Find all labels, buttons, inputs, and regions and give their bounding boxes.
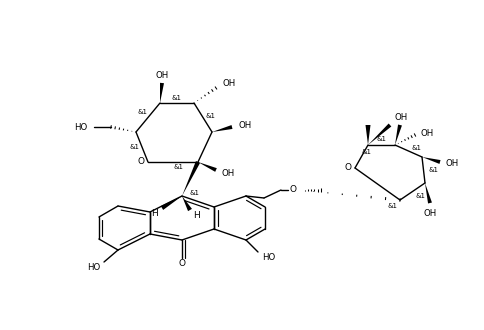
Polygon shape — [198, 162, 217, 172]
Text: &1: &1 — [415, 193, 425, 200]
Text: &1: &1 — [377, 136, 387, 142]
Text: &1: &1 — [189, 190, 199, 196]
Text: H: H — [193, 211, 199, 219]
Text: OH: OH — [424, 209, 437, 217]
Text: HO: HO — [75, 122, 88, 131]
Text: &1: &1 — [129, 144, 139, 150]
Text: &1: &1 — [362, 148, 372, 154]
Text: &1: &1 — [206, 113, 216, 118]
Text: &1: &1 — [428, 167, 439, 173]
Polygon shape — [161, 196, 182, 210]
Text: OH: OH — [421, 128, 434, 138]
Text: OH: OH — [222, 79, 236, 87]
Text: OH: OH — [239, 121, 252, 130]
Text: O: O — [179, 258, 185, 268]
Polygon shape — [422, 157, 440, 164]
Text: OH: OH — [445, 158, 459, 168]
Text: &1: &1 — [173, 164, 183, 170]
Polygon shape — [212, 125, 232, 132]
Text: H: H — [151, 209, 158, 217]
Polygon shape — [182, 161, 200, 196]
Text: &1: &1 — [138, 110, 148, 115]
Polygon shape — [182, 196, 192, 211]
Text: &1: &1 — [411, 145, 422, 151]
Polygon shape — [365, 125, 370, 145]
Text: HO: HO — [262, 253, 275, 262]
Polygon shape — [395, 124, 402, 145]
Text: OH: OH — [221, 170, 235, 179]
Text: O: O — [137, 157, 145, 167]
Polygon shape — [425, 183, 432, 204]
Text: HO: HO — [88, 262, 101, 272]
Polygon shape — [160, 83, 164, 103]
Text: OH: OH — [155, 71, 168, 80]
Text: &1: &1 — [387, 203, 397, 209]
Text: &1: &1 — [172, 95, 182, 101]
Text: O: O — [289, 185, 297, 194]
Polygon shape — [368, 123, 392, 145]
Text: OH: OH — [394, 113, 408, 121]
Text: O: O — [345, 163, 351, 173]
